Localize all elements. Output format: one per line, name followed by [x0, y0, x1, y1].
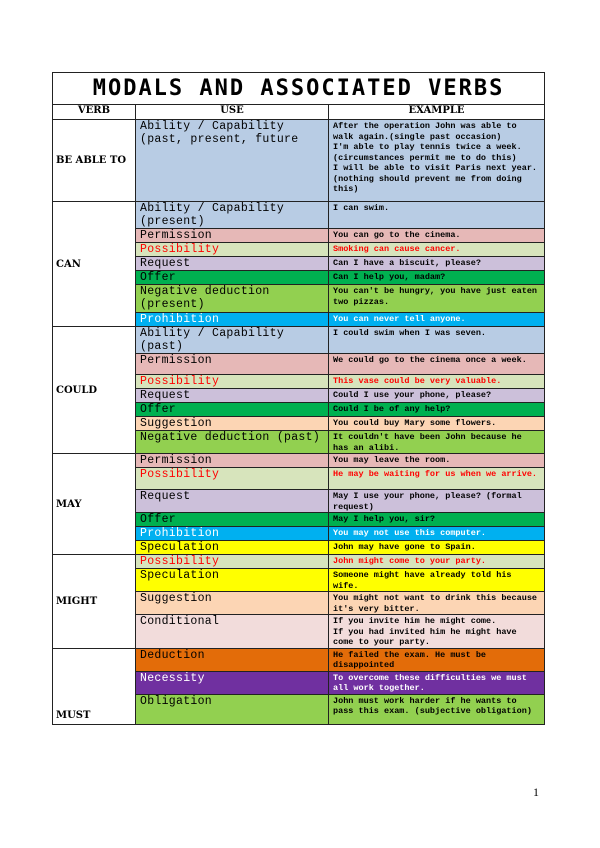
use-cell: Possibility [135, 554, 329, 569]
use-cell: Negative deduction (past) [135, 430, 329, 454]
example-cell: You might not want to drink this because… [327, 591, 546, 615]
example-cell: May I help you, sir? [327, 512, 546, 527]
verb-cell: MUST [52, 647, 136, 725]
example-cell: John may have gone to Spain. [327, 540, 546, 555]
verb-cell: BE ABLE TO [52, 119, 136, 202]
modals-table-container: MODALS AND ASSOCIATED VERBS VERB USE EXA… [51, 72, 546, 725]
table-row: COULD Ability / Capability (past) I could … [52, 326, 546, 454]
example-cell: May I use your phone, please? (formal re… [327, 489, 546, 513]
use-cell: Negative deduction (present) [135, 284, 329, 313]
use-cell: Request [135, 388, 329, 403]
table-row: Negative deduction (present) You can't be… [53, 284, 546, 313]
example-cell: You may leave the room. [327, 453, 546, 468]
header-verb: VERB [52, 104, 136, 120]
table-row: MIGHT Possibility John might come to your … [52, 554, 546, 649]
verb-cell: MAY [52, 453, 136, 555]
use-cell: Prohibition [135, 526, 329, 541]
example-cell: He failed the exam. He must be disappoin… [327, 647, 546, 672]
verb-cell: COULD [52, 326, 136, 454]
table-row: Request Can I have a biscuit, please? [53, 256, 546, 271]
use-cell: Possibility [135, 242, 329, 257]
example-cell: John must work harder if he wants to pas… [327, 693, 546, 725]
use-cell: Prohibition [135, 312, 329, 327]
table-row: Speculation John may have gone to Spain. [53, 540, 546, 555]
use-cell: Deduction [135, 647, 329, 672]
example-cell: Could I use your phone, please? [327, 388, 546, 403]
example-cell: You could buy Mary some flowers. [327, 416, 546, 431]
use-cell: Necessity [135, 670, 329, 695]
use-cell: Ability / Capability (present) [135, 201, 329, 229]
example-cell: It couldn't have been John because he ha… [327, 430, 546, 454]
example-cell: Smoking can cause cancer. [327, 242, 546, 257]
use-cell: Permission [135, 453, 329, 468]
document-title: MODALS AND ASSOCIATED VERBS [51, 72, 546, 105]
table-row: BE ABLE TO Ability / Capability (past, pr… [52, 119, 546, 202]
use-cell: Request [135, 256, 329, 271]
verb-cell: CAN [52, 201, 136, 327]
use-cell: Obligation [135, 693, 329, 725]
example-cell: Could I be of any help? [327, 402, 546, 417]
table-row: MUST Deduction He failed the exam. He must… [52, 647, 546, 725]
use-cell: Suggestion [135, 591, 329, 615]
table-row: Request May I use your phone, please? (fo… [53, 489, 546, 513]
use-cell: Conditional [135, 614, 329, 649]
use-cell: Speculation [135, 540, 329, 555]
table-row: Speculation Someone might have already to… [53, 568, 546, 592]
example-cell: John might come to your party. [327, 554, 546, 569]
example-cell: I can swim. [327, 201, 546, 229]
use-cell: Permission [135, 228, 329, 243]
table-row: Possibility He may be waiting for us when… [53, 467, 546, 490]
use-cell: Ability / Capability (past, present, fut… [135, 119, 329, 202]
example-cell: To overcome these difficulties we must a… [327, 670, 546, 695]
example-cell: He may be waiting for us when we arrive. [327, 467, 546, 490]
use-cell: Offer [135, 512, 329, 527]
example-cell: Someone might have already told his wife… [327, 568, 546, 592]
example-cell: Can I help you, madam? [327, 270, 546, 285]
use-cell: Offer [135, 402, 329, 417]
table-row: MAY Permission You may leave the room. [52, 453, 546, 555]
table-row: Obligation John must work harder if he wa… [53, 693, 546, 725]
example-cell: After the operation John was able to wal… [327, 119, 546, 202]
use-cell: Speculation [135, 568, 329, 592]
table-row: Permission You can go to the cinema. [53, 228, 546, 243]
example-cell: This vase could be very valuable. [327, 374, 546, 389]
example-cell: You can go to the cinema. [327, 228, 546, 243]
example-cell: If you invite him he might come. If you … [327, 614, 546, 649]
header-example: EXAMPLE [327, 104, 546, 120]
table-row: Prohibition You can never tell anyone. [53, 312, 546, 327]
header-use: USE [135, 104, 329, 120]
table-row: Conditional If you invite him he might co… [53, 614, 546, 649]
use-cell: Suggestion [135, 416, 329, 431]
table-row: Necessity To overcome these difficulties … [53, 670, 546, 695]
use-cell: Offer [135, 270, 329, 285]
use-cell: Request [135, 489, 329, 513]
example-cell: We could go to the cinema once a week. [327, 353, 546, 375]
table-row: Suggestion You could buy Mary some flower… [53, 416, 546, 431]
example-cell: Can I have a biscuit, please? [327, 256, 546, 271]
modals-table: MODALS AND ASSOCIATED VERBS VERB USE EXA… [51, 72, 546, 725]
table-row: Negative deduction (past) It couldn't hav… [53, 430, 546, 454]
table-row: Possibility This vase could be very valua… [53, 374, 546, 389]
table-row: Request Could I use your phone, please? [53, 388, 546, 403]
table-row: CAN Ability / Capability (present) I can s… [52, 201, 546, 327]
use-cell: Ability / Capability (past) [135, 326, 329, 354]
use-cell: Permission [135, 353, 329, 375]
use-cell: Possibility [135, 467, 329, 490]
example-cell: You may not use this computer. [327, 526, 546, 541]
example-cell: You can't be hungry, you have just eaten… [327, 284, 546, 313]
example-cell: I could swim when I was seven. [327, 326, 546, 354]
example-cell: You can never tell anyone. [327, 312, 546, 327]
use-cell: Possibility [135, 374, 329, 389]
page-number: 1 [533, 785, 539, 799]
verb-cell: MIGHT [52, 554, 136, 649]
table-row: Suggestion You might not want to drink th… [53, 591, 546, 615]
table-row: Offer May I help you, sir? [53, 512, 546, 527]
